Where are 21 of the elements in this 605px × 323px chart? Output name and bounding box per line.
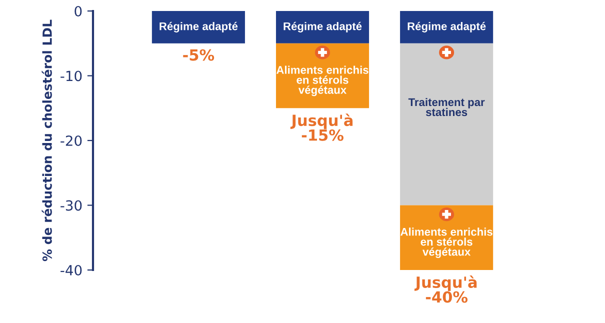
series-label: Traitement par statines bbox=[408, 98, 485, 116]
y-tick-label: 0 bbox=[74, 6, 82, 16]
text: Régime adapté bbox=[408, 22, 486, 32]
bar bbox=[276, 11, 370, 44]
y-tick-label: -20 bbox=[60, 135, 82, 146]
total-label: Jusqu'à -40% bbox=[414, 276, 477, 303]
total-label: -5% bbox=[183, 49, 214, 61]
text: Aliments enrichis en stérols végétaux bbox=[400, 228, 492, 258]
y-tick-label: -10 bbox=[60, 70, 82, 82]
bar bbox=[400, 43, 494, 206]
bar bbox=[276, 43, 370, 108]
series-label: Régime adapté bbox=[160, 22, 238, 32]
bar bbox=[400, 205, 494, 270]
text: Régime adapté bbox=[284, 22, 362, 32]
bar bbox=[400, 11, 494, 44]
bar bbox=[152, 11, 245, 44]
total-label: Jusqu'à -15% bbox=[290, 114, 353, 141]
y-tick-label: -30 bbox=[60, 200, 82, 211]
y-tick-label: -40 bbox=[60, 264, 82, 276]
y-axis-title: % de réduction du cholestérol LDL bbox=[42, 20, 52, 262]
series-label: Aliments enrichis en stérols végétaux bbox=[276, 66, 368, 96]
